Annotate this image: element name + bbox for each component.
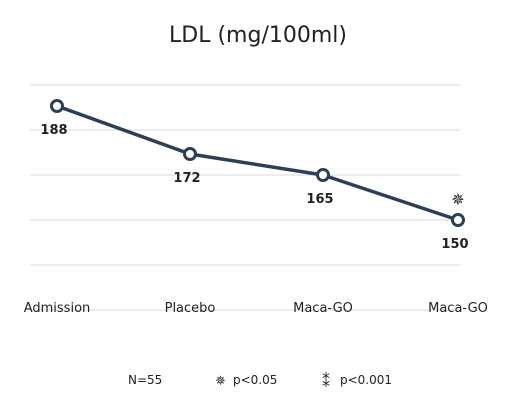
data-point-2 bbox=[316, 168, 330, 182]
category-label-0: Admission bbox=[24, 301, 91, 316]
sig-p0001-icon: ⁑ bbox=[322, 372, 330, 391]
data-label-2: 165 bbox=[306, 192, 333, 207]
data-labels: 188 172 165 150 bbox=[40, 123, 468, 252]
data-point-3 bbox=[451, 213, 465, 227]
series-line bbox=[55, 104, 460, 222]
data-label-3: 150 bbox=[441, 237, 468, 252]
category-labels: Admission Placebo Maca-GO Maca-GO bbox=[24, 301, 488, 316]
data-point-1 bbox=[183, 147, 197, 161]
sig-p005-icon: ✵ bbox=[215, 374, 226, 389]
sig-p005-label: p<0.05 bbox=[233, 373, 277, 387]
data-label-1: 172 bbox=[173, 171, 200, 186]
annotations: ✵ bbox=[451, 190, 464, 209]
data-label-0: 188 bbox=[40, 123, 67, 138]
data-point-0 bbox=[50, 99, 64, 113]
footer: N=55 ✵ p<0.05 ⁑ p<0.001 bbox=[128, 372, 392, 391]
sample-size-label: N=55 bbox=[128, 373, 162, 387]
chart-title: LDL (mg/100ml) bbox=[169, 23, 347, 48]
significance-star-icon: ✵ bbox=[451, 190, 464, 209]
category-label-3: Maca-GO bbox=[428, 301, 488, 316]
category-label-1: Placebo bbox=[165, 301, 216, 316]
category-label-2: Maca-GO bbox=[293, 301, 353, 316]
data-points bbox=[50, 99, 465, 227]
sig-p0001-label: p<0.001 bbox=[340, 373, 392, 387]
gridlines bbox=[30, 84, 460, 311]
